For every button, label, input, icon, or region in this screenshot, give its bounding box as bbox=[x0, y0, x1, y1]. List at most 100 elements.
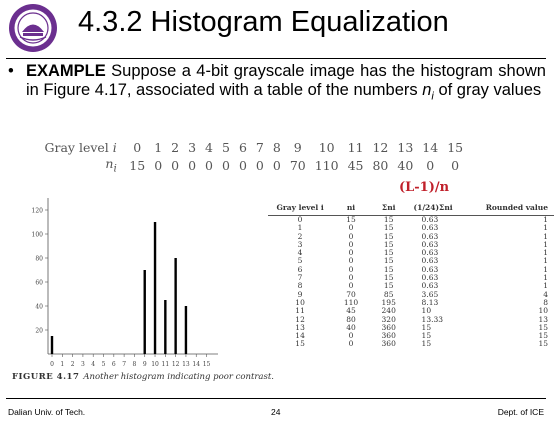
row-scaled-sum: 0.63 bbox=[421, 256, 439, 266]
row-ni: 0 bbox=[348, 339, 354, 349]
y-tick-label: 60 bbox=[35, 280, 43, 287]
row-ni: 45 bbox=[346, 306, 356, 316]
x-tick-label: 9 bbox=[143, 361, 147, 368]
x-tick-label: 11 bbox=[162, 361, 170, 368]
x-tick-label: 4 bbox=[91, 361, 95, 368]
count-row-label: ni bbox=[40, 156, 125, 177]
x-tick-label: 5 bbox=[102, 361, 106, 368]
row-scaled-sum: 0.63 bbox=[421, 248, 439, 258]
row-sum-ni: 240 bbox=[381, 306, 396, 316]
university-seal-icon bbox=[9, 4, 57, 52]
example-body-2: of gray values bbox=[433, 81, 542, 99]
row-scaled-sum: 10 bbox=[421, 306, 432, 316]
count-cell: 0 bbox=[255, 158, 264, 174]
row-rounded-value: 4 bbox=[543, 289, 548, 299]
row-ni: 110 bbox=[343, 297, 359, 307]
x-tick-label: 7 bbox=[122, 361, 126, 368]
row-gray-level: 15 bbox=[295, 339, 305, 349]
histogram-bar bbox=[50, 336, 54, 354]
row-gray-level: 2 bbox=[297, 231, 303, 241]
footer-page-number: 24 bbox=[271, 407, 281, 417]
gray-level-var: i bbox=[112, 140, 117, 155]
footer-institution: Dalian Univ. of Tech. bbox=[8, 407, 86, 417]
row-scaled-sum: 0.63 bbox=[421, 273, 439, 283]
table-row: 12 80 320 13.33 13 bbox=[268, 314, 554, 324]
histogram-bar bbox=[164, 300, 167, 354]
row-sum-ni: 15 bbox=[383, 273, 394, 283]
mapping-table-body: 0 15 15 0.63 1 1 0 15 0.63 1 2 0 15 0.63 1 3 0 15 0.63 1 4 0 1… bbox=[268, 215, 554, 349]
table-row: 6 0 15 0.63 1 bbox=[268, 264, 554, 274]
gray-level-cell: 15 bbox=[447, 140, 464, 155]
x-tick-label: 10 bbox=[151, 361, 159, 368]
x-tick-label: 13 bbox=[182, 361, 190, 368]
row-ni: 40 bbox=[346, 322, 356, 332]
row-sum-ni: 195 bbox=[381, 297, 396, 307]
gray-level-cell: 14 bbox=[422, 140, 439, 155]
example-body-1: Suppose a 4-bit grayscale image has the … bbox=[26, 62, 546, 99]
row-ni: 15 bbox=[346, 215, 356, 224]
row-rounded-value: 1 bbox=[543, 273, 548, 283]
table-row: 8 0 15 0.63 1 bbox=[268, 281, 554, 291]
row-scaled-sum: 3.65 bbox=[421, 289, 439, 299]
y-tick-label: 20 bbox=[35, 328, 43, 335]
row-rounded-value: 1 bbox=[543, 281, 548, 291]
count-cell: 40 bbox=[397, 158, 414, 174]
row-scaled-sum: 0.63 bbox=[421, 281, 439, 291]
figure-caption-text: Another histogram indicating poor contra… bbox=[83, 372, 274, 382]
row-sum-ni: 360 bbox=[381, 339, 396, 349]
mapping-header-row: Gray level i ni Σni (1/24)Σni Rounded va… bbox=[268, 202, 554, 216]
row-ni: 0 bbox=[348, 264, 354, 274]
row-sum-ni: 85 bbox=[383, 289, 394, 299]
gray-level-count-table: Gray level i 0 1 2 3 4 5 6 7 8 9 10 11 1… bbox=[40, 140, 468, 177]
var-sub-i: i bbox=[431, 90, 434, 103]
x-tick-label: 0 bbox=[50, 361, 54, 368]
count-cell: 0 bbox=[222, 158, 230, 174]
row-ni: 0 bbox=[348, 256, 354, 266]
row-gray-level: 3 bbox=[297, 239, 303, 249]
histogram-bar bbox=[143, 270, 146, 354]
table-row: 13 40 360 15 15 bbox=[268, 322, 554, 332]
row-scaled-sum: 15 bbox=[421, 331, 432, 341]
table-row: 11 45 240 10 10 bbox=[268, 306, 554, 316]
row-rounded-value: 15 bbox=[538, 339, 548, 349]
gray-level-cell: 9 bbox=[293, 140, 302, 155]
row-gray-level: 13 bbox=[295, 322, 305, 332]
gray-level-cell: 13 bbox=[397, 140, 414, 155]
row-sum-ni: 15 bbox=[383, 281, 394, 291]
header-ni: ni bbox=[332, 202, 370, 216]
row-ni: 0 bbox=[348, 273, 354, 283]
row-scaled-sum: 8.13 bbox=[421, 297, 439, 307]
row-rounded-value: 1 bbox=[543, 223, 548, 233]
row-ni: 80 bbox=[346, 314, 356, 324]
header-scaled-sum: (1/24)Σni bbox=[407, 202, 480, 216]
table-row: 15 0 360 15 15 bbox=[268, 339, 554, 349]
row-scaled-sum: 15 bbox=[421, 322, 432, 332]
count-var: n bbox=[105, 156, 114, 171]
row-ni: 0 bbox=[348, 231, 354, 241]
row-gray-level: 6 bbox=[297, 264, 303, 274]
figure-label: FIGURE 4.17 bbox=[12, 372, 80, 382]
row-ni: 0 bbox=[348, 248, 354, 258]
row-scaled-sum: 0.63 bbox=[421, 215, 439, 224]
bullet-marker: • bbox=[8, 62, 14, 80]
count-row: ni 15 0 0 0 0 0 0 0 0 70 110 45 80 40 0 … bbox=[40, 156, 468, 177]
gray-level-cell: 7 bbox=[255, 140, 264, 155]
table-row: 14 0 360 15 15 bbox=[268, 331, 554, 341]
row-sum-ni: 320 bbox=[381, 314, 396, 324]
table-row: 10 110 195 8.13 8 bbox=[268, 297, 554, 307]
row-scaled-sum: 0.63 bbox=[421, 264, 439, 274]
x-tick-label: 2 bbox=[71, 361, 75, 368]
row-rounded-value: 1 bbox=[543, 264, 548, 274]
histogram-bar bbox=[174, 258, 177, 354]
equalization-mapping-table: Gray level i ni Σni (1/24)Σni Rounded va… bbox=[268, 202, 554, 349]
x-tick-label: 8 bbox=[133, 361, 137, 368]
mapping-heading: (L-1)/n bbox=[399, 180, 450, 195]
row-rounded-value: 8 bbox=[543, 297, 548, 307]
header-rounded-value: Rounded value bbox=[479, 202, 554, 216]
row-gray-level: 7 bbox=[297, 273, 303, 283]
title-divider bbox=[6, 58, 546, 59]
row-gray-level: 1 bbox=[297, 223, 303, 233]
row-scaled-sum: 0.63 bbox=[421, 231, 439, 241]
count-cell: 0 bbox=[154, 158, 163, 174]
